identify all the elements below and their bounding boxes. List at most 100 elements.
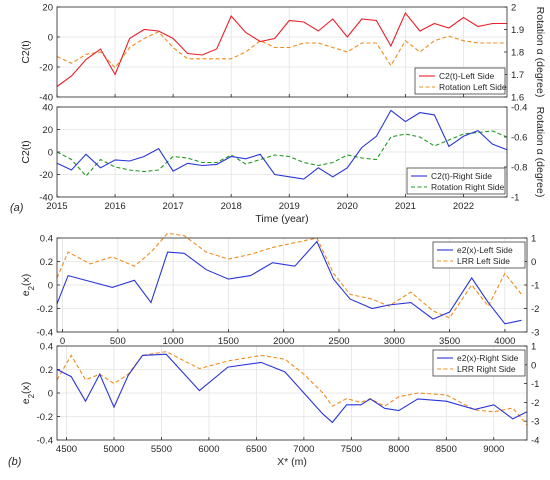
figure-label-b: (b): [8, 456, 22, 468]
y2-tick-label: 1.6: [511, 93, 524, 104]
y2-tick-label: -3: [531, 417, 539, 428]
series-line-e2-x-right-side: [56, 353, 528, 424]
legend-entry: C2(t)-Left Side: [439, 71, 495, 81]
plot-frame: [56, 237, 528, 333]
legend-box: [432, 241, 526, 269]
y2-tick-label: 0: [531, 360, 536, 371]
legend-entry: e2(x)-Left Side: [457, 245, 513, 255]
series-line-rotation-left-side: [56, 31, 507, 69]
y2-tick-label: -1: [511, 193, 519, 204]
x-tick-label: 7000: [293, 444, 314, 455]
legend-entry: C2(t)-Right Side: [431, 171, 492, 181]
x-axis-label: X* (m): [277, 456, 307, 468]
legend-entry: Rotation Right Side: [431, 182, 505, 192]
chart-panel-2: 2015 2016 2017 2018 2019 2020 2021 2022 -40 -20 0 2…: [20, 103, 546, 226]
series-line-e2-x-left-side: [56, 240, 522, 325]
series-line-c2-t-left-side: [56, 11, 507, 87]
x-tick-label: 6500: [246, 444, 267, 455]
x-tick-label: 0: [60, 336, 65, 347]
y2-tick-label: -4: [531, 436, 539, 447]
x-tick-label: 2015: [46, 201, 67, 212]
y-axis-label: e2(x): [20, 382, 36, 405]
y-tick-label: 0.4: [40, 234, 53, 245]
y-tick-label: -0.2: [37, 412, 53, 423]
plot-frame: [56, 106, 508, 198]
x-tick-label: 2000: [273, 336, 294, 347]
legend-box: [414, 67, 506, 95]
plot-frame: [56, 6, 508, 98]
chart-panel-1: -40 -20 0 20 1.6 1.7 1.8 1.9 2 C2(t) Rotation α (d…: [20, 3, 546, 104]
x-axis-label: Time (year): [255, 213, 308, 225]
y-tick-label: 20: [42, 125, 53, 136]
x-tick-label: 2022: [453, 201, 474, 212]
y-tick-label: -20: [39, 170, 53, 181]
x-tick-label: 2500: [328, 336, 349, 347]
series-line-lrr-right-side: [56, 351, 528, 426]
x-tick-label: 2017: [163, 201, 184, 212]
y2-tick-label: -0.6: [511, 133, 527, 144]
y2-tick-label: -2: [531, 304, 539, 315]
y2-tick-label: 1.7: [511, 70, 524, 81]
y2-tick-label: -3: [531, 328, 539, 339]
legend-entry: Rotation Left Side: [439, 82, 507, 92]
y-axis-label: C2(t): [20, 40, 32, 63]
y-tick-label: -0.4: [37, 436, 53, 447]
plot-frame: [56, 345, 528, 441]
y-tick-label: 0: [48, 281, 53, 292]
y-tick-label: 20: [42, 3, 53, 14]
x-tick-label: 500: [110, 336, 126, 347]
x-tick-label: 8000: [388, 444, 409, 455]
y-tick-label: -20: [39, 63, 53, 74]
y-tick-label: 0: [48, 148, 53, 159]
x-tick-label: 8500: [436, 444, 457, 455]
x-tick-label: 4500: [56, 444, 77, 455]
y2-tick-label: 1.9: [511, 25, 524, 36]
y-axis-label: C2(t): [20, 140, 32, 163]
x-tick-label: 3500: [439, 336, 460, 347]
x-tick-label: 9000: [483, 444, 504, 455]
y2-axis-label: Rotation α (degree): [534, 7, 546, 98]
y-tick-label: -40: [39, 93, 53, 104]
legend-entry: e2(x)-Right Side: [457, 353, 519, 363]
y2-tick-label: -1: [531, 281, 539, 292]
series-line-lrr-left-side: [56, 232, 522, 319]
legend-entry: LRR Right Side: [457, 364, 516, 374]
y2-tick-label: 2: [511, 3, 516, 14]
y-tick-label: 0: [48, 33, 53, 44]
x-tick-label: 2021: [395, 201, 416, 212]
y2-axis-label: Rotation α (degree): [534, 107, 546, 198]
y2-tick-label: -0.4: [511, 103, 527, 114]
y-tick-label: 0.4: [40, 342, 53, 353]
x-tick-label: 6000: [198, 444, 219, 455]
series-line-rotation-right-side: [56, 130, 508, 177]
x-tick-label: 2016: [104, 201, 125, 212]
x-tick-label: 2020: [337, 201, 358, 212]
x-tick-label: 2019: [279, 201, 300, 212]
x-tick-label: 2018: [221, 201, 242, 212]
legend-box: [406, 167, 506, 195]
y2-tick-label: -1: [531, 379, 539, 390]
y-tick-label: -40: [39, 193, 53, 204]
x-tick-label: 1500: [218, 336, 239, 347]
chart-panel-4: 4500 5000 5500 6000 6500 7000 7500 8000 8500 9000…: [20, 342, 539, 469]
x-tick-label: 7500: [341, 444, 362, 455]
y2-tick-label: -0.8: [511, 163, 527, 174]
y-tick-label: 0: [48, 389, 53, 400]
x-tick-label: 4000: [494, 336, 515, 347]
x-tick-label: 5500: [151, 444, 172, 455]
y2-tick-label: 1: [531, 342, 536, 353]
y-tick-label: -0.2: [37, 304, 53, 315]
y-tick-label: 0.2: [40, 257, 53, 268]
legend-box: [432, 349, 526, 377]
legend-entry: LRR Left Side: [457, 256, 510, 266]
y2-tick-label: 0: [531, 257, 536, 268]
x-tick-label: 3000: [384, 336, 405, 347]
y-tick-label: -0.4: [37, 328, 53, 339]
y-tick-label: 0.2: [40, 365, 53, 376]
chart-panel-3: 0 500 1000 1500 2000 2500 3000 3500 4000 -0.4 -0.2…: [20, 232, 539, 347]
y2-tick-label: 1.8: [511, 48, 524, 59]
